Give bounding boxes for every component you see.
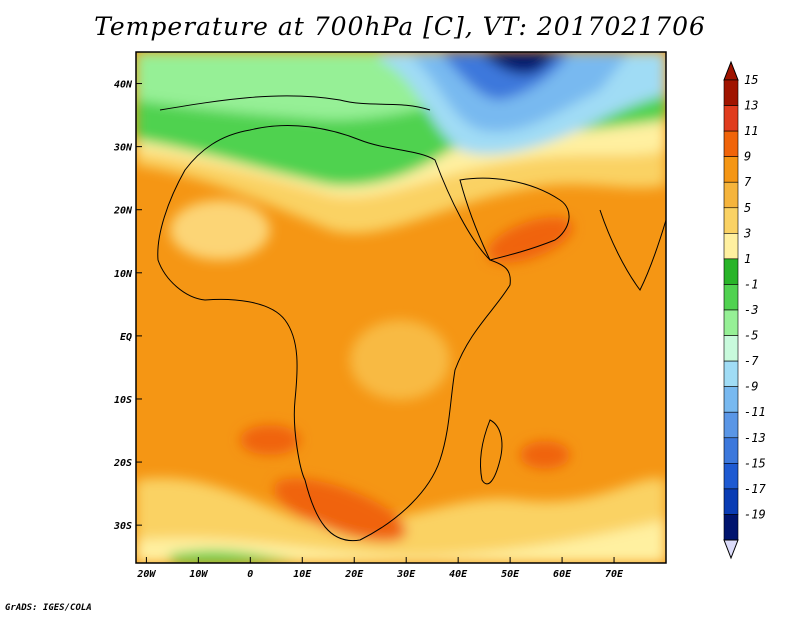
colorbar-swatch bbox=[723, 181, 739, 209]
lon-tick-label: 20E bbox=[344, 569, 364, 580]
lat-tick-label: EQ bbox=[120, 332, 132, 343]
lon-tick-label: 10W bbox=[189, 569, 208, 580]
lon-tick-label: 70E bbox=[605, 569, 624, 580]
credit-text: GrADS: IGES/COLA bbox=[5, 603, 92, 613]
arabia-coastline bbox=[459, 177, 570, 261]
colorbar-top-arrow bbox=[723, 60, 739, 81]
colorbar-label: 7 bbox=[744, 175, 752, 189]
lon-tick-label: 0 bbox=[247, 569, 253, 580]
map-frame bbox=[135, 51, 667, 564]
lon-tick-label: 30E bbox=[396, 569, 416, 580]
lon-tick-label: 60E bbox=[553, 569, 572, 580]
india-coastline bbox=[599, 209, 666, 291]
colorbar-swatch bbox=[723, 514, 739, 541]
temp-region-south-warm bbox=[136, 478, 666, 563]
lat-tick-label: 30N bbox=[113, 143, 133, 154]
colorbar-label: 9 bbox=[744, 150, 751, 164]
colorbar-swatch bbox=[723, 360, 739, 387]
colorbar-label: -11 bbox=[744, 405, 766, 419]
lat-tick-label: 40N bbox=[114, 80, 133, 91]
colorbar-swatch bbox=[723, 258, 739, 285]
colorbar-label: 11 bbox=[744, 124, 758, 138]
lat-tick-label: 20N bbox=[113, 206, 133, 217]
colorbar-swatch bbox=[723, 284, 739, 311]
colorbar-swatch bbox=[723, 437, 739, 464]
temp-hotspot-southwest bbox=[240, 425, 300, 455]
colorbar-label: 3 bbox=[743, 226, 751, 240]
colorbar-swatch bbox=[723, 156, 739, 183]
colorbar-swatch bbox=[723, 207, 739, 234]
colorbar-label: -1 bbox=[744, 277, 758, 291]
lat-tick-label: 10S bbox=[114, 395, 132, 406]
colorbar-swatch bbox=[723, 488, 739, 515]
lat-tick-label: 20S bbox=[113, 458, 132, 469]
colorbar-swatches bbox=[723, 60, 739, 560]
colorbar-swatch bbox=[723, 335, 739, 362]
madagascar-coastline bbox=[479, 419, 503, 485]
europe-coastline bbox=[159, 95, 431, 111]
colorbar-swatch bbox=[723, 386, 739, 413]
temp-cool-sahara bbox=[170, 200, 270, 260]
colorbar-label: -13 bbox=[744, 431, 766, 445]
lon-tick-label: 40E bbox=[449, 569, 468, 580]
map-title: Temperature at 700hPa [C], VT: 201702170… bbox=[94, 12, 706, 41]
colorbar-label: 13 bbox=[744, 99, 758, 113]
colorbar-label: -17 bbox=[744, 482, 766, 496]
temp-hotspot-indian bbox=[520, 441, 570, 469]
colorbar-label: -19 bbox=[744, 507, 766, 521]
colorbar-bottom-arrow bbox=[723, 539, 739, 560]
colorbar-label: -5 bbox=[744, 329, 758, 343]
colorbar-swatch bbox=[723, 463, 739, 490]
temp-region-south-cool bbox=[170, 550, 300, 563]
lon-tick-label: 10E bbox=[293, 569, 312, 580]
colorbar-label: -9 bbox=[744, 380, 758, 394]
africa-coastline bbox=[157, 125, 511, 542]
temp-cool-central bbox=[350, 320, 450, 400]
lat-tick-label: 30S bbox=[113, 521, 132, 532]
lon-axis: 20W 10W 0 10E 20E 30E 40E 50E 60E 70E bbox=[136, 557, 624, 580]
colorbar-label: -7 bbox=[744, 354, 759, 368]
colorbar-swatch bbox=[723, 233, 739, 260]
colorbar-swatch bbox=[723, 309, 739, 336]
lon-tick-label: 20W bbox=[136, 569, 156, 580]
colorbar-swatch bbox=[723, 411, 739, 439]
colorbar-swatch bbox=[723, 105, 739, 132]
colorbar-swatch bbox=[723, 130, 739, 157]
colorbar-label: 15 bbox=[744, 73, 758, 87]
temp-region-light-green bbox=[136, 52, 450, 120]
colorbar-label: 1 bbox=[744, 252, 751, 266]
lat-axis: 40N 30N 20N 10N EQ 10S 20S 30S bbox=[113, 80, 142, 532]
lat-tick-label: 10N bbox=[114, 269, 133, 280]
temp-region-darkest-blue bbox=[480, 52, 560, 74]
colorbar-label: 5 bbox=[744, 201, 751, 215]
colorbar-label: -15 bbox=[744, 456, 766, 470]
colorbar-labels: 15 13 11 9 7 5 3 1 -1 -3 -5 -7 -9 -11 -13 -15 -17 -19 bbox=[743, 73, 766, 521]
colorbar-label: -3 bbox=[744, 303, 758, 317]
lon-tick-label: 50E bbox=[501, 569, 520, 580]
temperature-field bbox=[136, 52, 666, 563]
temp-hotspot-arabian bbox=[487, 217, 573, 263]
temp-hotspot-south bbox=[273, 478, 407, 542]
temp-region-south-pale bbox=[136, 520, 666, 563]
colorbar-swatch bbox=[723, 79, 739, 106]
